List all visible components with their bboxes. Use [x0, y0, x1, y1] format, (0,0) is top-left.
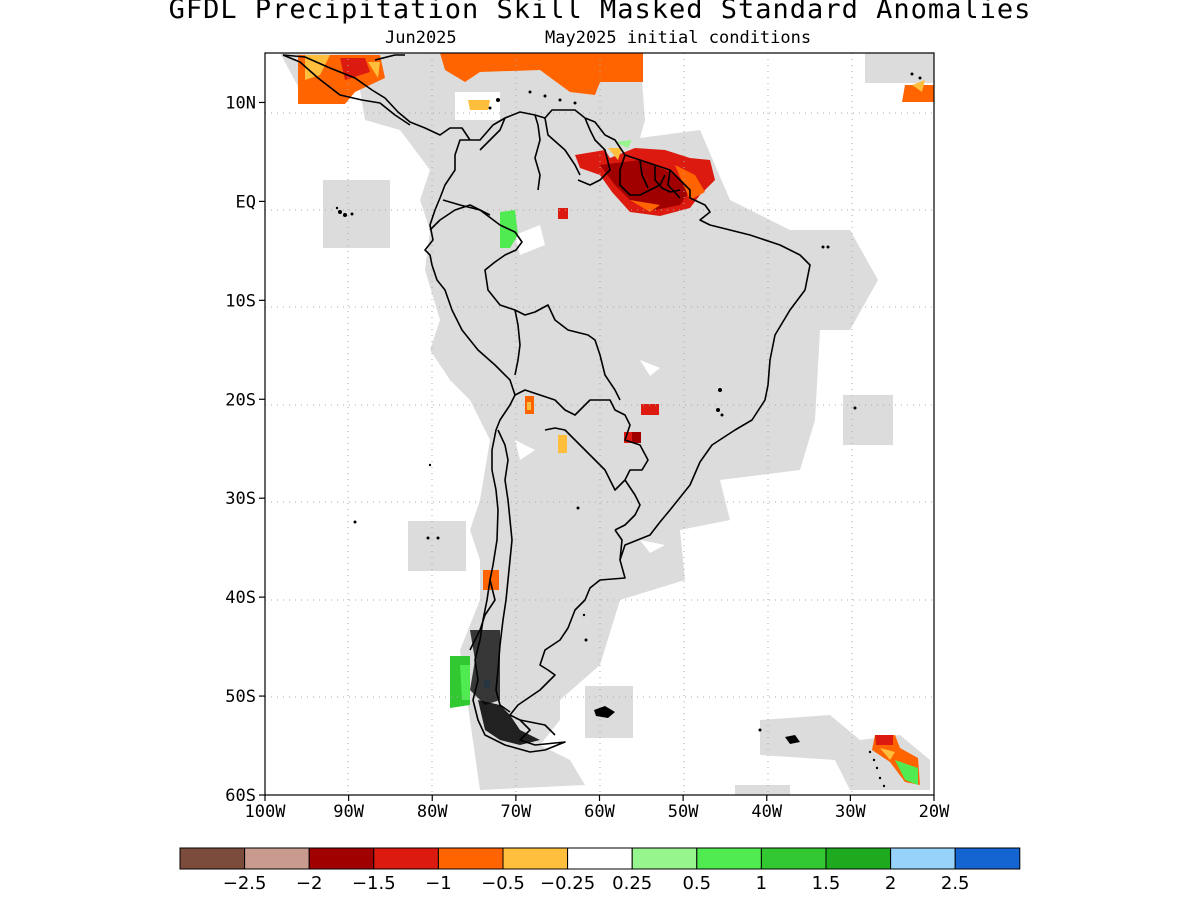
x-tick-label: 50W: [668, 802, 699, 822]
colorbar-label: −2.5: [223, 873, 267, 894]
colorbar-swatch: [502, 847, 569, 870]
colorbar-label: −0.5: [481, 873, 525, 894]
y-tick-label: 10S: [225, 291, 256, 311]
colorbar-swatch: [890, 847, 956, 870]
plot-area: [265, 53, 934, 795]
x-tick-label: 30W: [835, 802, 866, 822]
colorbar-swatch: [954, 847, 1021, 870]
map-title: GFDL Precipitation Skill Masked Standard…: [168, 0, 1032, 25]
colorbar-swatch: [631, 847, 698, 870]
y-tick-label: 30S: [225, 489, 256, 509]
colorbar-swatch: [373, 847, 439, 870]
target-month-label: Jun2025: [385, 28, 457, 48]
y-tick-label: EQ: [236, 192, 256, 212]
colorbar-swatch: [179, 847, 246, 870]
colorbar-label: 0.5: [682, 873, 711, 894]
grid-lines: [265, 53, 934, 795]
colorbar-label: −0.25: [540, 873, 595, 894]
x-tick-label: 80W: [417, 802, 448, 822]
colorbar-swatch: [437, 847, 504, 870]
colorbar-swatch: [244, 847, 310, 870]
colorbar-label: −1: [425, 873, 452, 894]
y-tick-label: 60S: [225, 786, 256, 806]
colorbar-label: 2.5: [941, 873, 970, 894]
colorbar-swatch: [825, 847, 892, 870]
init-conditions-label: May2025 initial conditions: [545, 28, 812, 48]
colorbar-label: −1.5: [352, 873, 396, 894]
x-tick-label: 90W: [333, 802, 364, 822]
x-tick-label: 20W: [919, 802, 950, 822]
islands: [335, 72, 922, 788]
x-tick-label: 100W: [245, 802, 287, 822]
x-tick-label: 60W: [584, 802, 615, 822]
colorbar-label: 1.5: [812, 873, 841, 894]
y-tick-label: 50S: [225, 687, 256, 707]
axis-ticks: 100W 90W 80W 70W 60W 50W 40W 30W 20W 10N EQ 10S 20S 3…: [225, 93, 950, 822]
colorbar-label: 1: [756, 873, 767, 894]
y-tick-label: 20S: [225, 390, 256, 410]
colorbar-label: −2: [296, 873, 323, 894]
colorbar-swatch: [567, 847, 633, 870]
anomaly-patches: [298, 53, 934, 785]
colorbar-label: 2: [885, 873, 896, 894]
skill-mask: [280, 53, 934, 795]
colorbar-swatch: [760, 847, 827, 870]
colorbar-swatch: [696, 847, 762, 870]
colorbar: −2.5 −2 −1.5 −1 −0.5 −0.25 0.25 0.5 1 1.5 2 2.5: [179, 847, 1021, 894]
colorbar-swatch: [308, 847, 375, 870]
y-tick-label: 10N: [225, 93, 256, 113]
x-tick-label: 40W: [751, 802, 782, 822]
x-tick-label: 70W: [501, 802, 532, 822]
y-tick-label: 40S: [225, 588, 256, 608]
colorbar-label: 0.25: [612, 873, 652, 894]
